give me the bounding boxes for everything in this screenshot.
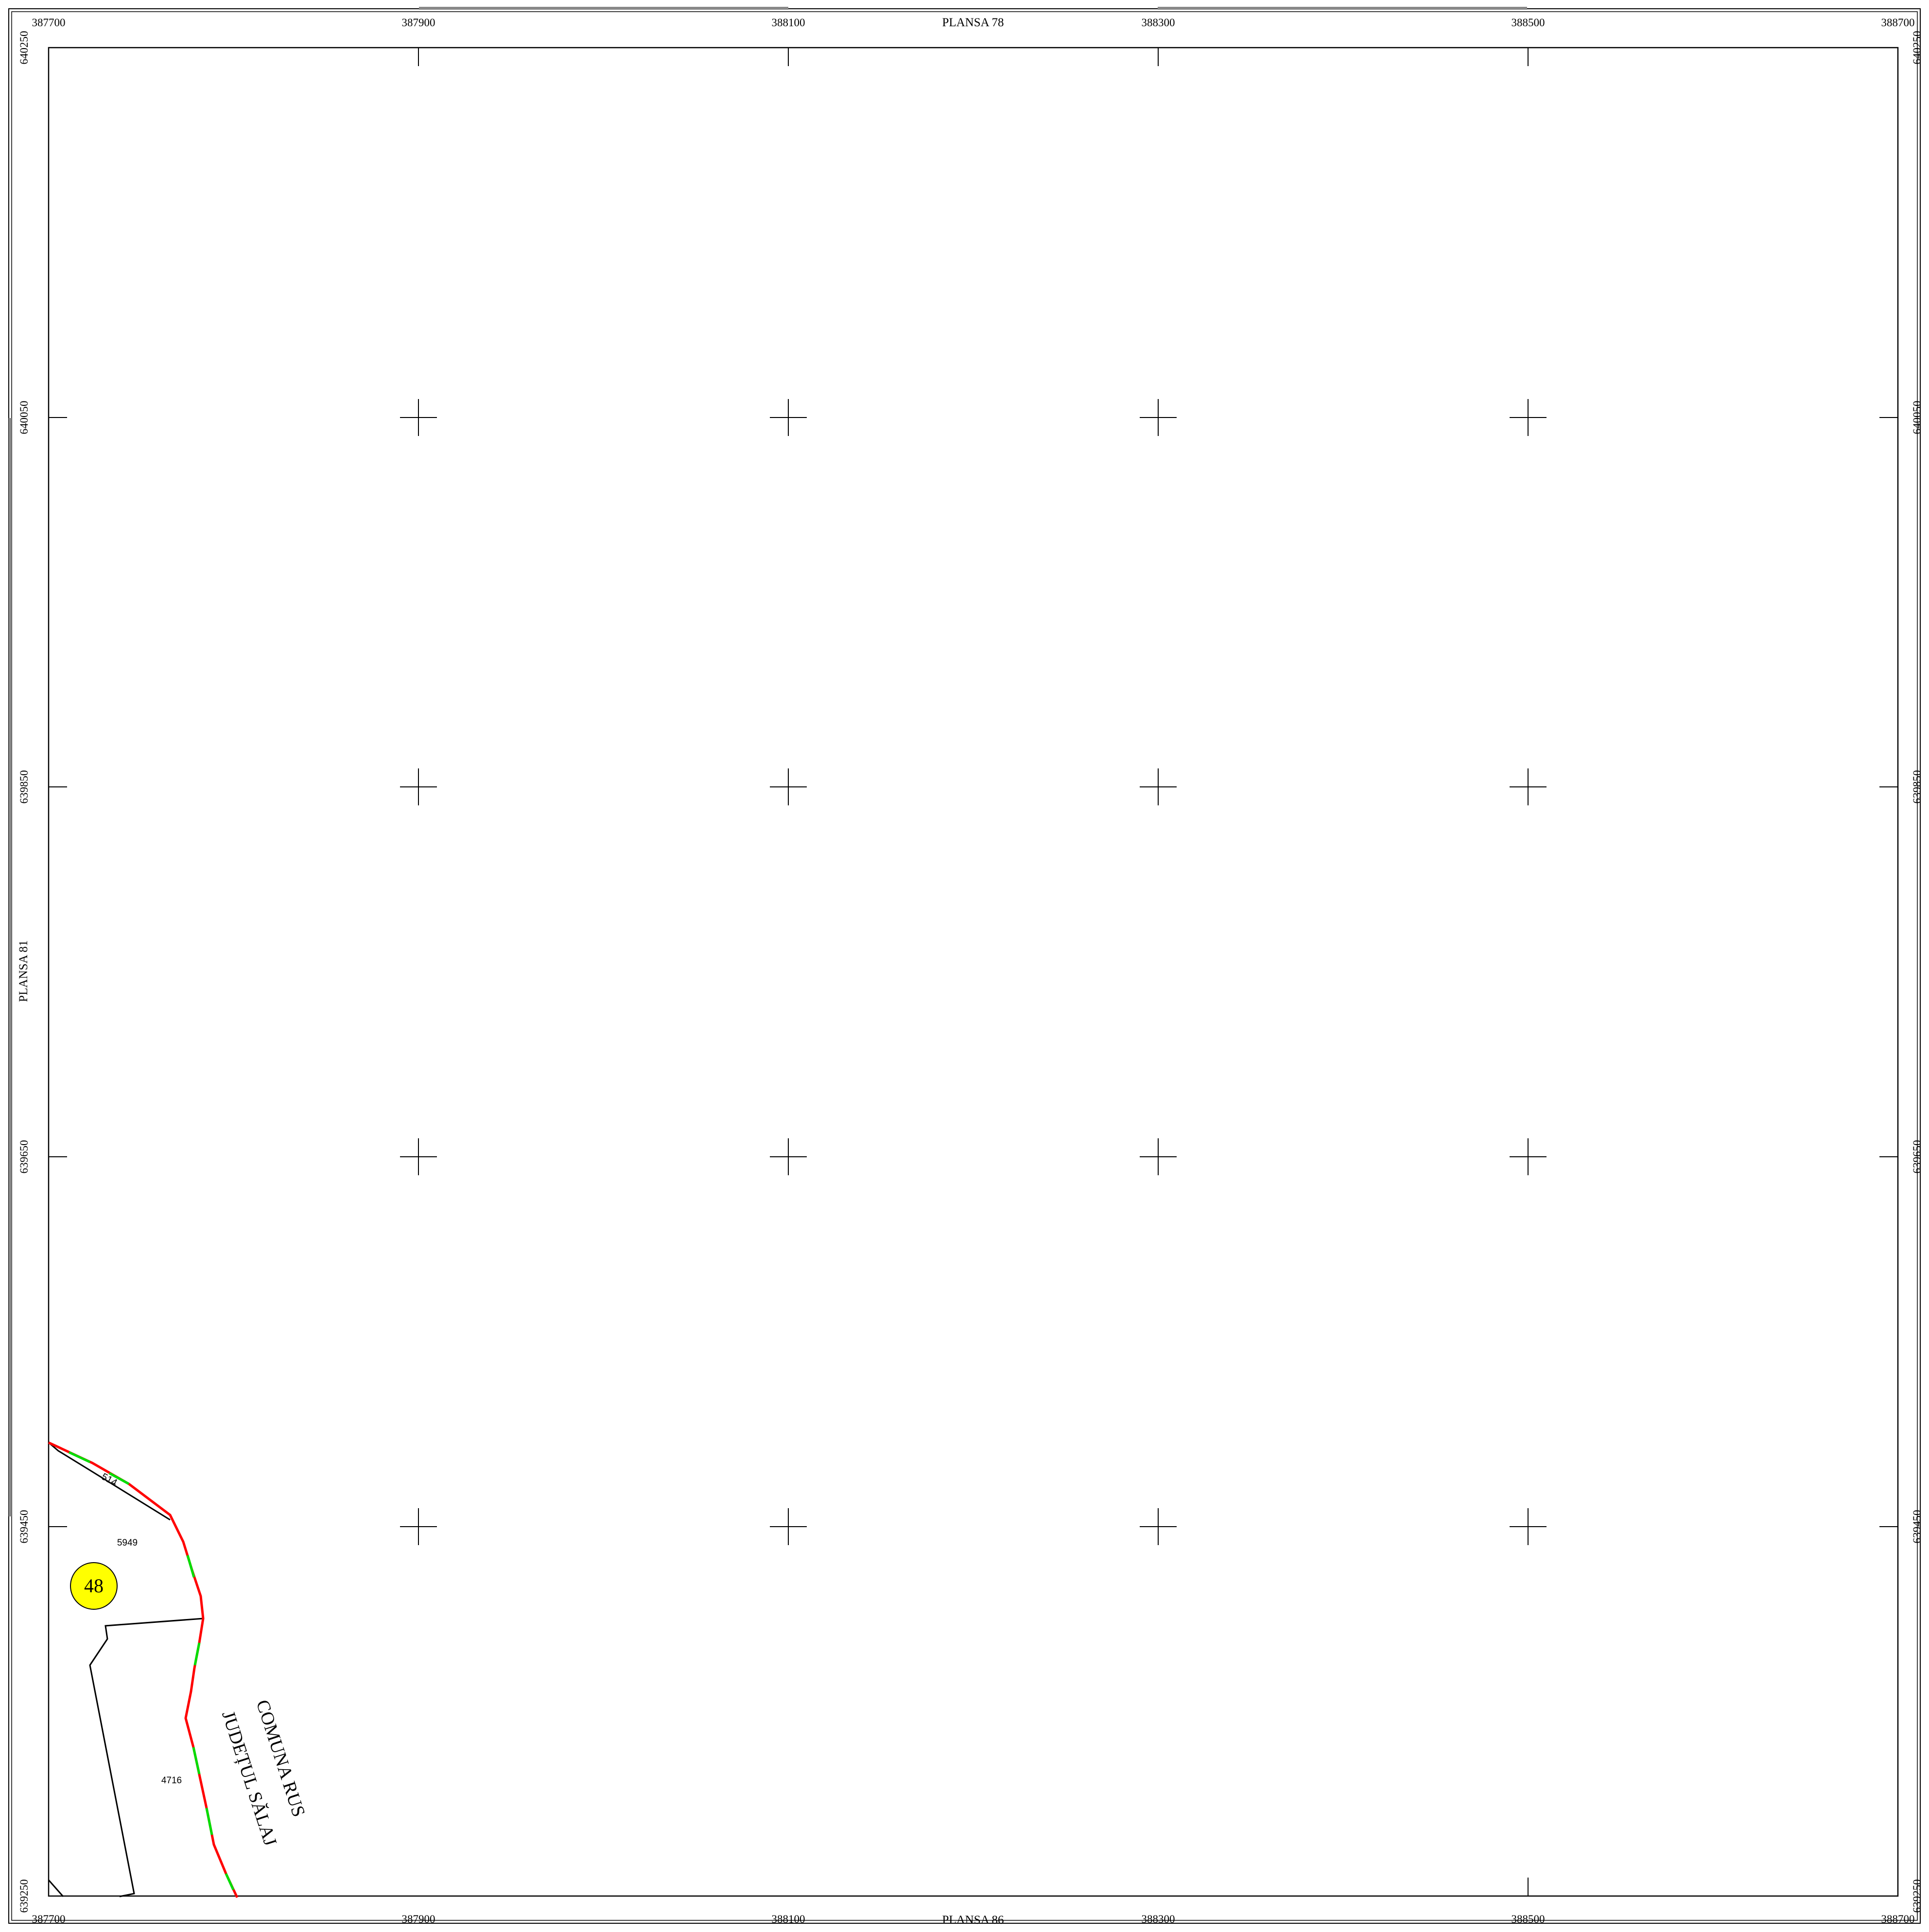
parcel-corner-lower-left [48,1880,64,1897]
parcel-divider [89,1618,204,1897]
sector-badge-label: 48 [84,1575,104,1597]
northing-label-left: 640250 [18,31,30,65]
northing-label-right: 640050 [1911,401,1923,435]
northing-label-left: 640050 [18,401,30,435]
sheet-ref-left: PLANSA 81 [17,940,30,1002]
grid-crosses [49,48,1898,1896]
commune-boundary-red [48,1441,239,1898]
easting-label-top: 388500 [1512,17,1545,29]
sheet-ref-top: PLANSA 78 [942,16,1004,29]
sector-badge: 48 [70,1562,118,1610]
boundary-label: COMUNA RUS JUDEȚUL SĂLAJ [218,1697,309,1848]
northing-label-left: 639850 [18,770,30,804]
sector-badge-circle [70,1562,118,1610]
easting-label-top: 388100 [772,17,805,29]
northing-label-right: 639450 [1911,1510,1923,1544]
northing-label-left: 639250 [18,1880,30,1913]
northing-label-left: 639650 [18,1140,30,1174]
parcel-514-inner-edge [48,1442,171,1521]
easting-label-bottom: 387700 [32,1913,66,1925]
parcel-lines [48,1442,204,1897]
easting-label-bottom: 387900 [402,1913,435,1925]
parcel-number-4716: 4716 [161,1775,182,1786]
commune-boundary-green-dashes [68,1451,235,1891]
coordinate-labels: 387700 387700 387900 387900 388100 388100 3883… [18,17,1923,1925]
northing-label-right: 639250 [1911,1880,1923,1913]
easting-label-top: 388700 [1881,17,1915,29]
parcel-number-5949: 5949 [117,1538,138,1548]
northing-label-right: 639650 [1911,1140,1923,1174]
northing-label-right: 639850 [1911,770,1923,804]
easting-label-top: 387900 [402,17,435,29]
easting-label-bottom: 388100 [772,1913,805,1925]
northing-label-right: 640250 [1911,31,1923,65]
northing-label-left: 639450 [18,1510,30,1544]
easting-label-top: 387700 [32,17,66,29]
easting-label-bottom: 388500 [1512,1913,1545,1925]
map-frame [48,47,1899,1897]
easting-label-bottom: 388300 [1142,1913,1175,1925]
outer-frame [8,7,1921,1924]
sheet-ref-bottom: PLANSA 86 [942,1914,1004,1927]
easting-label-top: 388300 [1142,17,1175,29]
easting-label-bottom: 388700 [1881,1913,1915,1925]
